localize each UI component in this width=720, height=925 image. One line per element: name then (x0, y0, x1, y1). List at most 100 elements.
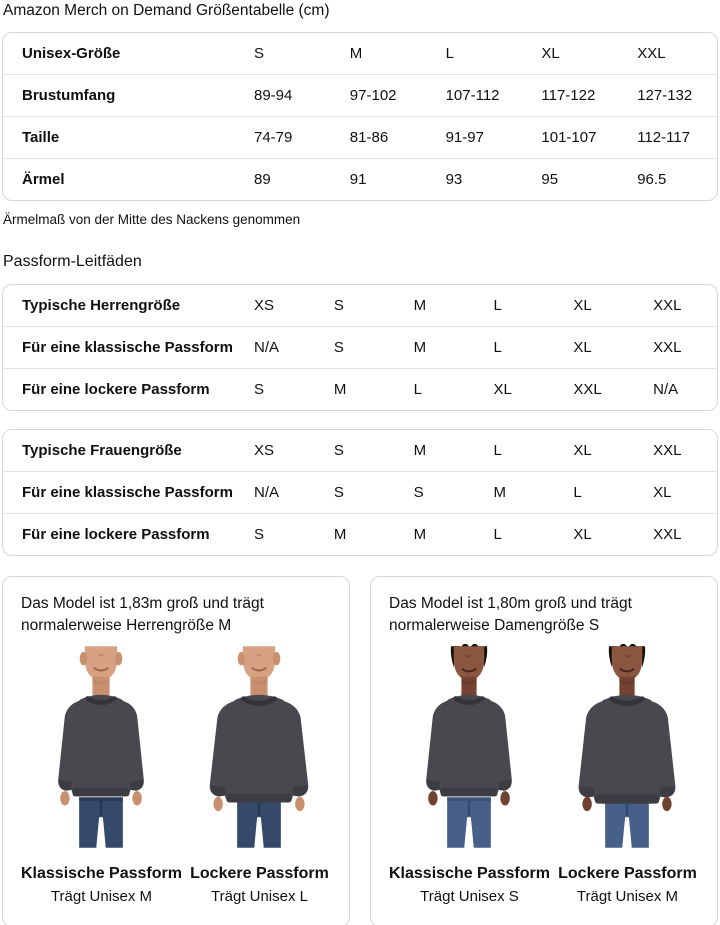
sleeve-measure-note: Ärmelmaß von der Mitte des Nackens genom… (3, 212, 301, 227)
table-cell: 93 (445, 171, 463, 188)
row-label: Ärmel (22, 171, 65, 188)
table-cell: XXL (573, 381, 602, 398)
model-figure-loose: Lockere Passform Trägt Unisex L (182, 641, 337, 905)
table-cell: XXL (653, 526, 682, 543)
row-label: Taille (22, 129, 60, 146)
table-row: Für eine klassische Passform N/A S S M L… (3, 471, 717, 513)
table-cell: 89-94 (254, 87, 293, 104)
figures-row: Klassische Passform Trägt Unisex M Locke… (21, 641, 337, 905)
women-fit-table: Typische Frauengröße XS S M L XL XXL Für… (2, 429, 718, 556)
table-cell: N/A (653, 381, 679, 398)
table-cell: 81-86 (349, 129, 389, 146)
model-figure-loose: Lockere Passform Trägt Unisex M (550, 641, 705, 905)
table-cell: M (333, 381, 347, 398)
table-cell: XXL (653, 297, 682, 314)
fit-label: Lockere Passform (558, 865, 697, 882)
table-cell: 89 (254, 171, 271, 188)
table-cell: L (573, 484, 582, 501)
table-cell: XS (254, 297, 275, 314)
model-figure-classic: Klassische Passform Trägt Unisex S (389, 641, 550, 905)
row-label: Typische Herrengröße (22, 297, 181, 314)
table-cell: 91-97 (445, 129, 484, 146)
table-row: Typische Herrengröße XS S M L XL XXL (3, 285, 717, 326)
table-row: Typische Frauengröße XS S M L XL XXL (3, 430, 717, 471)
table-cell: XL (493, 381, 512, 398)
table-cell: 95 (541, 171, 559, 188)
table-cell: M (413, 526, 427, 543)
table-cell: XXL (653, 339, 682, 356)
table-cell: 127-132 (637, 87, 693, 104)
table-cell: XL (541, 45, 560, 62)
table-cell: 91 (349, 171, 367, 188)
row-label: Für eine lockere Passform (22, 526, 210, 543)
table-cell: XL (573, 339, 592, 356)
table-cell: 117-122 (541, 87, 596, 104)
fit-label: Lockere Passform (190, 865, 329, 882)
model-photo-women-loose (551, 642, 703, 849)
table-cell: N/A (254, 484, 280, 501)
row-label: Unisex-Größe (22, 45, 121, 62)
model-photo-women-classic (393, 642, 545, 849)
row-label: Für eine klassische Passform (22, 339, 233, 356)
table-cell: XL (653, 484, 672, 501)
figures-row: Klassische Passform Trägt Unisex S Locke… (389, 641, 705, 905)
page-title: Amazon Merch on Demand Größentabelle (cm… (3, 2, 330, 19)
table-cell: L (493, 339, 502, 356)
fit-guides-heading: Passform-Leitfäden (3, 253, 142, 270)
table-cell: S (254, 45, 265, 62)
model-photo-men-loose (183, 645, 335, 849)
table-cell: M (349, 45, 363, 62)
table-cell: 112-117 (637, 129, 691, 146)
table-cell: S (333, 339, 344, 356)
table-cell: XXL (637, 45, 666, 62)
table-cell: M (333, 526, 347, 543)
table-cell: S (333, 297, 344, 314)
table-cell: XXL (653, 442, 682, 459)
model-figure-classic: Klassische Passform Trägt Unisex M (21, 641, 182, 905)
table-cell: S (254, 526, 265, 543)
table-row: Unisex-Größe S M L XL XXL (3, 33, 717, 74)
model-description: Das Model ist 1,80m groß und trägt norma… (389, 595, 632, 634)
row-label: Für eine klassische Passform (22, 484, 233, 501)
model-photo-men-classic (25, 645, 177, 849)
table-cell: M (413, 442, 427, 459)
table-cell: XL (573, 297, 592, 314)
wears-label: Trägt Unisex M (50, 888, 153, 905)
table-cell: 101-107 (541, 129, 597, 146)
table-row: Für eine lockere Passform S M L XL XXL N… (3, 368, 717, 410)
table-row: Für eine lockere Passform S M M L XL XXL (3, 513, 717, 555)
wears-label: Trägt Unisex L (211, 888, 308, 905)
table-cell: M (413, 297, 427, 314)
table-cell: XL (573, 442, 592, 459)
table-row: Ärmel 89 91 93 95 96.5 (3, 158, 717, 200)
table-cell: 96.5 (637, 171, 667, 188)
table-row: Taille 74-79 81-86 91-97 101-107 112-117 (3, 116, 717, 158)
table-cell: L (445, 45, 454, 62)
row-label: Typische Frauengröße (22, 442, 182, 459)
table-cell: S (254, 381, 265, 398)
table-cell: 74-79 (254, 129, 293, 146)
table-cell: 107-112 (445, 87, 500, 104)
table-cell: XL (573, 526, 592, 543)
row-label: Für eine lockere Passform (22, 381, 210, 398)
women-model-card: Das Model ist 1,80m groß und trägt norma… (370, 576, 718, 925)
fit-label: Klassische Passform (21, 865, 182, 882)
table-row: Brustumfang 89-94 97-102 107-112 117-122… (3, 74, 717, 116)
table-cell: M (493, 484, 507, 501)
table-row: Für eine klassische Passform N/A S M L X… (3, 326, 717, 368)
table-cell: L (493, 526, 502, 543)
table-cell: L (493, 442, 502, 459)
table-cell: N/A (254, 339, 280, 356)
table-cell: L (493, 297, 502, 314)
wears-label: Trägt Unisex S (420, 888, 519, 905)
unisex-size-table: Unisex-Größe S M L XL XXL Brustumfang 89… (2, 32, 718, 201)
fit-label: Klassische Passform (389, 865, 550, 882)
table-cell: M (413, 339, 427, 356)
table-cell: S (333, 484, 344, 501)
table-cell: 97-102 (349, 87, 397, 104)
table-cell: S (413, 484, 424, 501)
wears-label: Trägt Unisex M (576, 888, 679, 905)
model-cards: Das Model ist 1,83m groß und trägt norma… (2, 576, 718, 925)
men-model-card: Das Model ist 1,83m groß und trägt norma… (2, 576, 350, 925)
